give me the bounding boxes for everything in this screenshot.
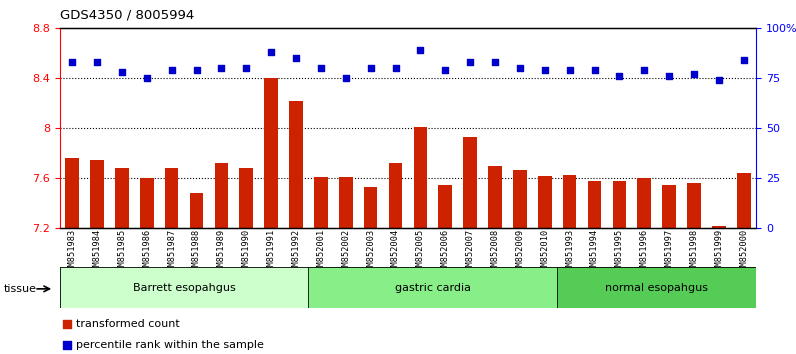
Bar [563,175,576,228]
Text: GSM851999: GSM851999 [714,229,724,276]
Text: tissue: tissue [4,284,37,293]
Point [66,59,79,65]
Bar [90,160,103,228]
Point [91,59,103,65]
Point [166,68,178,73]
Point [439,68,451,73]
Bar [463,137,477,228]
Bar [414,127,427,228]
Point [712,78,725,83]
Text: GSM851996: GSM851996 [640,229,649,276]
Text: GSM851995: GSM851995 [615,229,624,276]
Bar [215,163,228,228]
Point [115,69,128,75]
Bar [165,169,178,228]
Point [190,68,203,73]
Text: GSM851985: GSM851985 [117,229,127,276]
Bar [240,169,253,228]
Text: GSM851990: GSM851990 [242,229,251,276]
Point [389,65,402,71]
Text: GSM852007: GSM852007 [466,229,474,276]
Text: transformed count: transformed count [76,319,180,329]
Point [663,74,676,79]
Point [414,47,427,53]
Point [538,68,551,73]
Point [240,65,252,71]
Text: GSM852006: GSM852006 [441,229,450,276]
Bar [662,184,676,228]
Text: GSM852000: GSM852000 [739,229,748,276]
Point [588,68,601,73]
Bar [587,181,601,228]
Point [465,56,478,62]
Text: GSM852002: GSM852002 [341,229,350,276]
Point [215,65,228,71]
Text: GSM851986: GSM851986 [142,229,151,276]
Bar [65,158,79,228]
Bar [189,193,203,228]
Bar [115,169,129,228]
FancyBboxPatch shape [557,267,756,308]
Text: GSM851991: GSM851991 [267,229,275,276]
Point [638,68,650,73]
Bar [339,177,353,228]
Point [314,65,327,71]
Bar [613,181,626,228]
Point [339,75,352,81]
Point [265,50,278,55]
Text: GSM851997: GSM851997 [665,229,673,276]
Bar [538,176,552,228]
Text: GSM851988: GSM851988 [192,229,201,276]
FancyBboxPatch shape [60,267,308,308]
Point [465,245,478,250]
Text: GSM851994: GSM851994 [590,229,599,276]
Point [365,65,377,71]
Point [464,59,477,65]
Text: Barrett esopahgus: Barrett esopahgus [133,282,236,293]
Text: GSM852003: GSM852003 [366,229,375,276]
Text: GSM851984: GSM851984 [92,229,102,276]
Text: normal esopahgus: normal esopahgus [605,282,708,293]
Text: percentile rank within the sample: percentile rank within the sample [76,340,264,350]
Bar [364,187,377,228]
Text: GDS4350 / 8005994: GDS4350 / 8005994 [60,9,194,22]
Text: gastric cardia: gastric cardia [395,282,470,293]
Point [513,65,526,71]
Point [140,75,153,81]
Text: GSM851992: GSM851992 [291,229,301,276]
Bar [314,177,328,228]
Bar [388,163,402,228]
Text: GSM852005: GSM852005 [416,229,425,276]
Bar [712,226,726,228]
Bar [638,178,651,228]
Point [613,74,626,79]
Text: GSM852009: GSM852009 [515,229,525,276]
Bar [488,166,501,228]
Point [489,59,501,65]
Bar [289,101,302,228]
Text: GSM851987: GSM851987 [167,229,176,276]
Point [737,57,750,63]
Text: GSM851989: GSM851989 [217,229,226,276]
Bar [737,173,751,228]
Bar [140,178,154,228]
Text: GSM852008: GSM852008 [490,229,500,276]
Text: GSM852004: GSM852004 [391,229,400,276]
Text: GSM851993: GSM851993 [565,229,574,276]
Text: GSM852010: GSM852010 [540,229,549,276]
Point [290,56,302,61]
Bar [264,78,278,228]
Bar [513,170,527,228]
Text: GSM851983: GSM851983 [68,229,76,276]
FancyBboxPatch shape [308,267,557,308]
Bar [687,183,700,228]
Bar [439,184,452,228]
Text: GSM851998: GSM851998 [689,229,699,276]
Point [688,72,700,77]
Point [564,68,576,73]
Text: GSM852001: GSM852001 [316,229,326,276]
